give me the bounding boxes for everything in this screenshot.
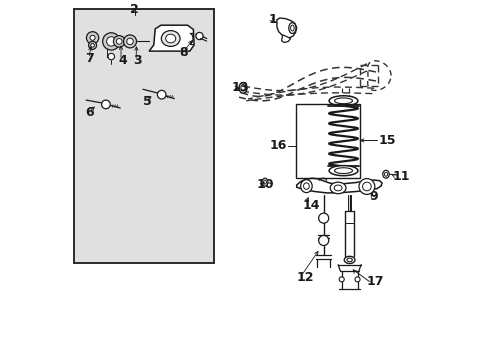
Ellipse shape — [161, 31, 180, 46]
Text: 12: 12 — [296, 271, 314, 284]
Ellipse shape — [328, 96, 357, 106]
Circle shape — [358, 179, 374, 194]
Circle shape — [102, 33, 120, 50]
Text: 7: 7 — [85, 52, 94, 65]
Text: 8: 8 — [179, 46, 188, 59]
Text: 17: 17 — [366, 275, 384, 288]
Circle shape — [86, 32, 99, 44]
Text: 6: 6 — [85, 106, 94, 119]
Circle shape — [362, 182, 370, 191]
Ellipse shape — [290, 25, 294, 31]
Polygon shape — [281, 35, 290, 42]
Text: 1: 1 — [268, 13, 277, 26]
Text: 15: 15 — [378, 134, 395, 147]
Ellipse shape — [165, 34, 175, 43]
Circle shape — [91, 44, 94, 47]
Circle shape — [123, 35, 136, 48]
Ellipse shape — [300, 180, 311, 193]
Polygon shape — [149, 25, 194, 51]
Circle shape — [354, 277, 359, 282]
Ellipse shape — [334, 168, 352, 174]
Ellipse shape — [346, 258, 351, 262]
Ellipse shape — [288, 23, 295, 33]
Circle shape — [126, 38, 133, 45]
Circle shape — [318, 235, 328, 246]
Circle shape — [106, 37, 116, 46]
Circle shape — [88, 41, 96, 49]
Text: 13: 13 — [231, 81, 249, 94]
Ellipse shape — [384, 172, 387, 176]
Text: 5: 5 — [142, 95, 151, 108]
Text: 4: 4 — [118, 54, 127, 67]
Ellipse shape — [241, 85, 244, 91]
Ellipse shape — [263, 180, 266, 184]
Circle shape — [318, 213, 328, 223]
Circle shape — [113, 36, 125, 47]
Polygon shape — [276, 18, 296, 38]
Text: 2: 2 — [130, 3, 139, 15]
Text: 16: 16 — [269, 139, 286, 152]
Ellipse shape — [262, 178, 267, 186]
Ellipse shape — [303, 183, 309, 189]
Text: 11: 11 — [392, 170, 409, 183]
Text: 14: 14 — [302, 199, 319, 212]
Ellipse shape — [333, 185, 342, 191]
Circle shape — [108, 53, 114, 60]
Circle shape — [196, 32, 203, 40]
Circle shape — [102, 100, 110, 109]
Circle shape — [157, 90, 166, 99]
Polygon shape — [296, 178, 381, 193]
Ellipse shape — [329, 182, 346, 194]
Bar — [73, 9, 213, 263]
Circle shape — [90, 35, 95, 40]
Ellipse shape — [344, 256, 354, 264]
Bar — [295, 104, 359, 178]
Circle shape — [116, 39, 122, 44]
Ellipse shape — [328, 166, 357, 176]
Circle shape — [339, 277, 344, 282]
Text: 9: 9 — [369, 190, 378, 203]
Ellipse shape — [382, 170, 388, 178]
Ellipse shape — [334, 98, 352, 104]
Ellipse shape — [239, 82, 246, 93]
Text: 3: 3 — [133, 54, 142, 67]
Text: 10: 10 — [256, 178, 274, 191]
